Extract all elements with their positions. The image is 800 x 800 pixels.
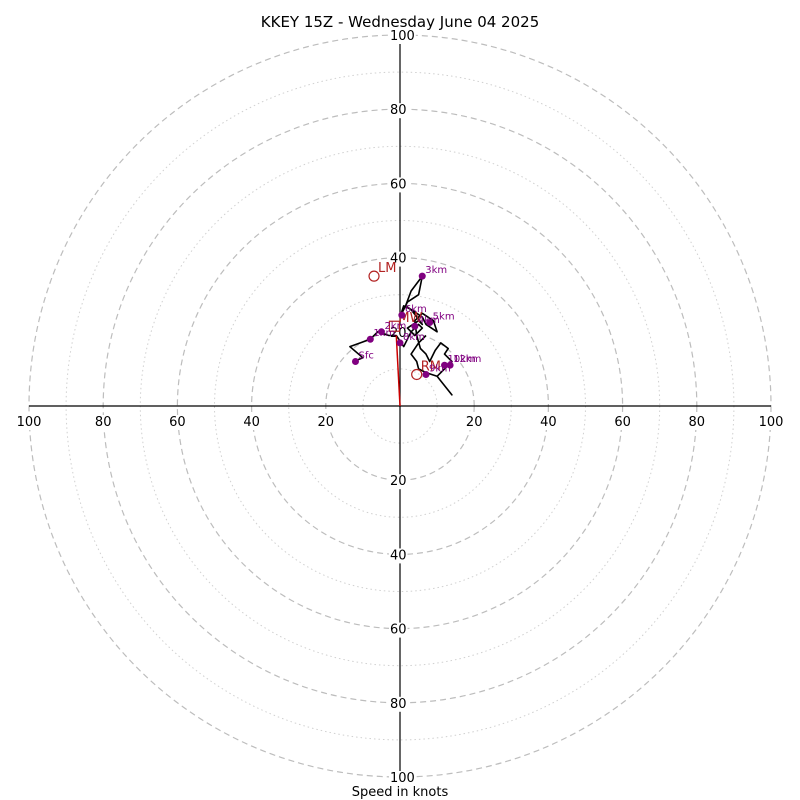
height-marker-4km <box>411 322 419 330</box>
tick-bg <box>389 103 408 119</box>
shear-vector <box>395 335 401 407</box>
height-marker-3km <box>418 272 426 280</box>
x-tick-label: 80 <box>95 415 112 430</box>
y-tick-label: 80 <box>390 697 407 712</box>
y-tick-label: 60 <box>390 623 407 638</box>
height-markers-group: Sfc1km2km3km4km5km6km8km9km10km12km <box>351 265 481 378</box>
height-marker-5km <box>426 319 434 327</box>
height-marker-8km <box>396 339 404 347</box>
tick-bg <box>242 415 261 430</box>
y-tick-label: 40 <box>390 548 407 563</box>
tick-bg <box>15 415 43 430</box>
height-label-8km: 8km <box>403 332 425 343</box>
tick-bg <box>93 415 113 430</box>
y-tick-label: 60 <box>390 177 407 192</box>
height-marker-1km <box>366 335 374 343</box>
chart-title: KKEY 15Z - Wednesday June 04 2025 <box>261 13 539 31</box>
height-marker-9km <box>422 370 430 378</box>
height-label-6km: 6km <box>405 304 427 315</box>
storm-motion-label-rm: RM <box>421 359 441 374</box>
y-tick-label: 20 <box>390 326 407 341</box>
height-label-5km: 5km <box>433 312 455 323</box>
x-tick-label: 100 <box>759 415 784 430</box>
height-marker-12km <box>446 361 454 369</box>
tick-bg <box>389 771 416 786</box>
x-tick-label: 40 <box>243 415 260 430</box>
storm-motion-label-lm: LM <box>378 261 396 276</box>
height-marker-sfc <box>351 357 359 365</box>
x-tick-label: 100 <box>17 415 42 430</box>
x-tick-label: 80 <box>689 415 706 430</box>
hodograph-trace-group <box>349 275 453 396</box>
y-tick-label: 100 <box>390 29 415 44</box>
hodograph-trace <box>349 275 453 396</box>
y-tick-label: 40 <box>390 252 407 267</box>
height-label-10km: 10km <box>448 354 476 365</box>
height-label-2km: 2km <box>384 321 406 332</box>
x-tick-label: 60 <box>614 415 631 430</box>
height-label-12km: 12km <box>453 354 481 365</box>
storm-motion-marker-rm <box>411 368 423 381</box>
height-label-3km: 3km <box>425 265 447 276</box>
tick-bg <box>389 325 408 341</box>
tick-bg <box>389 29 416 44</box>
tick-bg <box>539 415 558 430</box>
x-tick-label: 20 <box>318 415 335 430</box>
tick-bg <box>687 415 707 430</box>
y-tick-label: 80 <box>390 103 407 118</box>
height-marker-2km <box>377 328 385 336</box>
tick-bg <box>613 415 632 430</box>
height-marker-6km <box>398 311 406 319</box>
height-label-sfc: Sfc <box>358 350 373 361</box>
tick-bg <box>464 415 484 430</box>
tick-labels: 20 20 20 20 40 40 40 40 60 60 60 60 80 80 80 80 100 100 10… <box>15 29 785 786</box>
x-tick-label: 40 <box>540 415 557 430</box>
tick-bg <box>389 474 408 490</box>
storm-motion-marker-mw <box>388 320 401 332</box>
y-tick-label: 100 <box>390 771 415 786</box>
x-tick-label: 20 <box>466 415 483 430</box>
height-label-9km: 9km <box>429 363 451 374</box>
tick-bg <box>757 415 785 430</box>
tick-bg <box>389 696 408 712</box>
x-tick-label: 60 <box>169 415 186 430</box>
tick-bg <box>389 177 408 193</box>
shear-vector-group <box>395 335 401 407</box>
tick-bg <box>168 415 187 430</box>
tick-bg <box>316 415 336 430</box>
storm-motion-marker-lm <box>368 270 380 282</box>
height-marker-10km <box>441 361 449 369</box>
tick-bg <box>389 622 408 638</box>
y-tick-label: 20 <box>390 474 407 489</box>
tick-bg <box>389 251 408 267</box>
tick-bg <box>389 548 408 564</box>
x-axis-label: Speed in knots <box>352 785 449 800</box>
